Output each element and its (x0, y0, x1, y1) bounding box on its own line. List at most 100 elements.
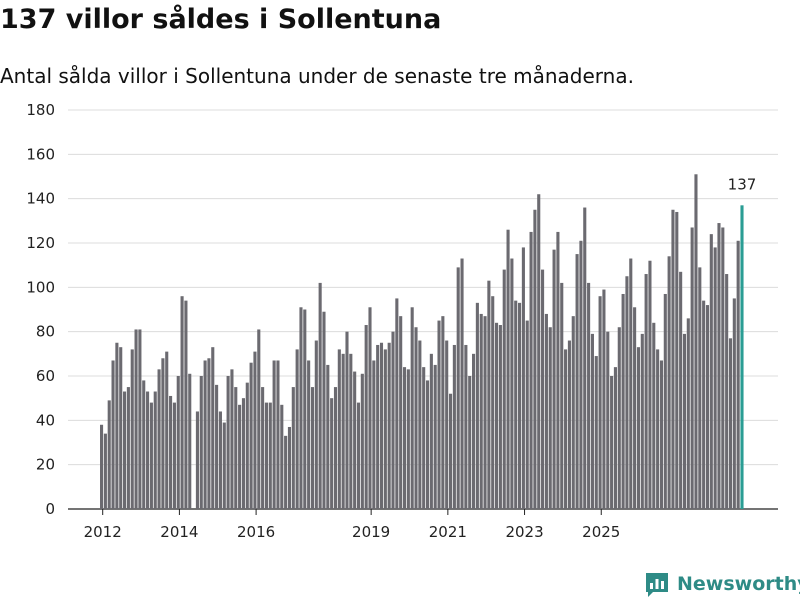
y-tick-label: 20 (36, 456, 55, 474)
bar (590, 333, 594, 509)
bar (583, 207, 587, 509)
bar (149, 402, 153, 509)
bar (644, 274, 648, 509)
bar (368, 307, 372, 509)
bar (399, 316, 403, 509)
bar (533, 209, 537, 509)
bar (548, 327, 552, 509)
bar (238, 404, 242, 509)
bar (126, 387, 130, 509)
bar (433, 364, 437, 509)
bar (222, 422, 226, 509)
bar (215, 384, 219, 509)
bar (364, 325, 368, 509)
highlight-value-label: 137 (728, 175, 757, 193)
bar (391, 331, 395, 509)
bar (594, 356, 598, 509)
bar (287, 426, 292, 509)
bar (211, 347, 215, 509)
bar (659, 360, 664, 509)
bar (230, 369, 234, 509)
bar (640, 333, 644, 509)
bar (188, 373, 192, 509)
bar (732, 298, 736, 509)
bar (303, 309, 307, 509)
bar (686, 318, 690, 509)
bar (617, 327, 621, 509)
y-tick-label: 180 (26, 101, 55, 119)
bar (679, 271, 683, 509)
bar (675, 211, 679, 509)
bar (445, 340, 449, 509)
bar (575, 254, 579, 509)
bar (318, 282, 322, 509)
bar (295, 349, 299, 509)
bar (345, 331, 349, 509)
bar (690, 227, 694, 510)
bar (552, 249, 556, 509)
bar (134, 329, 138, 509)
bar (529, 231, 533, 510)
bar (234, 387, 238, 509)
bar (682, 333, 687, 509)
bar (452, 344, 456, 509)
bar (713, 247, 717, 509)
bar (353, 371, 357, 509)
bar (610, 376, 614, 509)
bar (702, 300, 706, 509)
newsworthy-logo-icon (646, 573, 668, 597)
bar (123, 391, 127, 509)
bar (107, 400, 111, 509)
bar (705, 305, 710, 509)
bar (613, 367, 617, 509)
bar (544, 313, 548, 509)
bar (560, 282, 564, 509)
bar (100, 424, 104, 509)
y-tick-label: 140 (26, 190, 55, 208)
y-tick-label: 100 (26, 278, 55, 296)
bar (556, 231, 560, 510)
bar (115, 342, 119, 509)
bar (218, 411, 222, 509)
bar (276, 360, 280, 509)
bar (142, 380, 146, 509)
bar (564, 349, 568, 509)
bar (725, 274, 729, 509)
bar (203, 360, 207, 509)
x-tick-label: 2014 (160, 523, 198, 541)
bar (199, 376, 203, 509)
bar (694, 174, 698, 509)
bar (698, 267, 702, 509)
bar (176, 376, 180, 509)
bar (257, 329, 261, 509)
bar (491, 296, 495, 509)
bar (541, 269, 545, 509)
bar (521, 247, 525, 509)
bar (314, 340, 318, 509)
bar (709, 234, 713, 509)
bar (153, 391, 157, 509)
bar (429, 353, 433, 509)
bar (138, 329, 142, 509)
bar (667, 256, 671, 509)
bar (383, 349, 387, 509)
y-tick-label: 160 (26, 145, 55, 163)
bar (495, 322, 499, 509)
bar (360, 373, 364, 509)
newsworthy-logo[interactable]: Newsworthy (644, 570, 800, 598)
bar (437, 320, 441, 509)
bar (184, 300, 188, 509)
bar (349, 353, 353, 509)
bar (602, 289, 606, 509)
bar (498, 325, 502, 509)
bar (119, 347, 123, 509)
bar (169, 395, 173, 509)
bar (633, 307, 637, 509)
bar (502, 269, 506, 509)
bar (487, 280, 491, 509)
bar (272, 360, 276, 509)
bar (268, 402, 272, 509)
bar (165, 351, 169, 509)
bar (299, 307, 303, 509)
